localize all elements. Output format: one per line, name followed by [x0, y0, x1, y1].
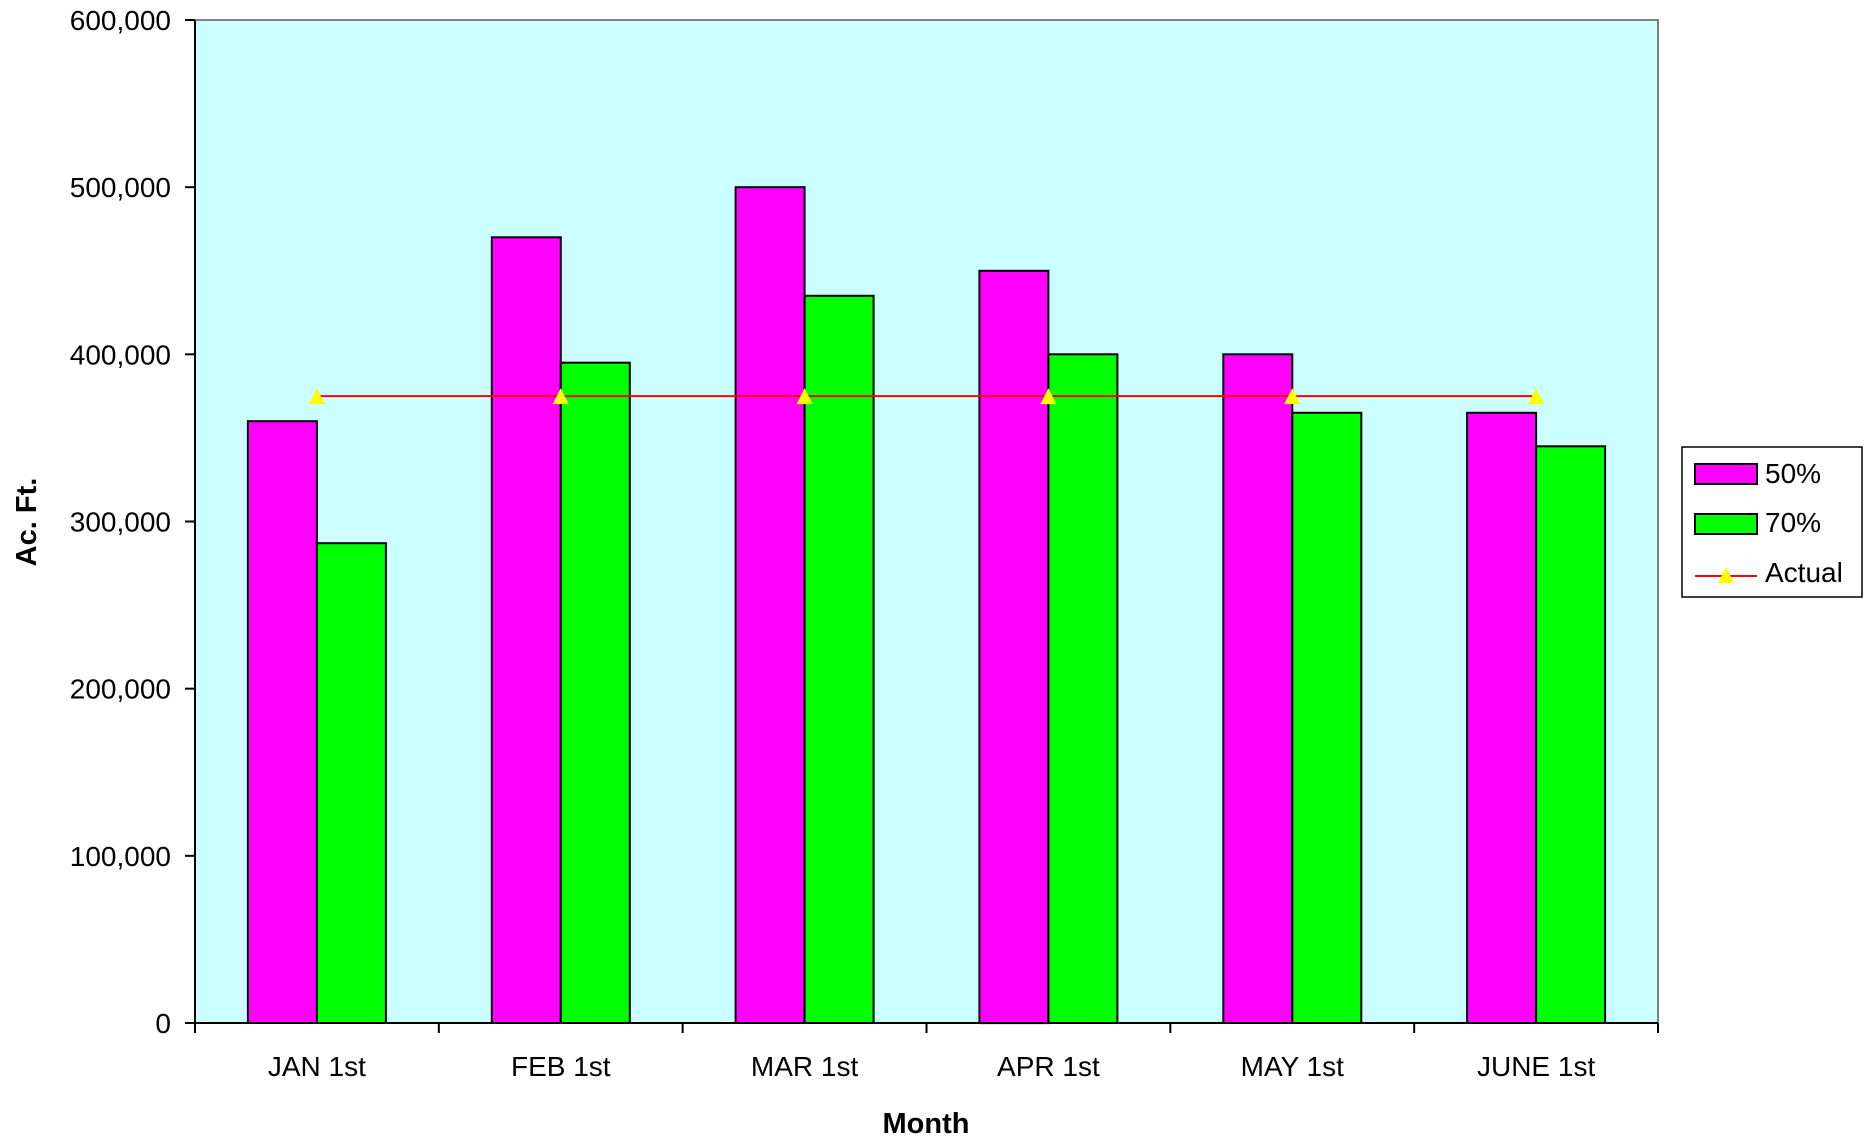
x-tick-label-jan-1st: JAN 1st: [268, 1051, 366, 1082]
marker-actual-june-1st: [1528, 388, 1545, 405]
x-tick-label-mar-1st: MAR 1st: [751, 1051, 859, 1082]
marker-actual-apr-1st: [1040, 388, 1057, 405]
y-tick-label-400000: 400,000: [70, 339, 171, 370]
tick-labels-layer: 0 100,000 200,000 300,000 400,000 500,000 600,…: [70, 5, 1596, 1082]
x-tick-label-may-1st: MAY 1st: [1241, 1051, 1344, 1082]
legend: 50% 70% Actual: [1681, 446, 1863, 598]
marker-actual-feb-1st: [552, 388, 569, 405]
bar-70-may-1st: [1291, 411, 1363, 1024]
bar-50-apr-1st: [978, 269, 1050, 1025]
marker-actual-jan-1st: [308, 388, 325, 405]
y-tick-label-0: 0: [155, 1008, 171, 1039]
marker-actual-mar-1st: [796, 388, 813, 405]
y-tick-label-500000: 500,000: [70, 172, 171, 203]
y-tick-label-200000: 200,000: [70, 674, 171, 705]
plot-area: [194, 19, 1659, 1024]
x-tick-label-feb-1st: FEB 1st: [511, 1051, 611, 1082]
legend-marker-actual: [1718, 567, 1734, 583]
legend-swatch-70: [1694, 513, 1758, 535]
bars-layer: [246, 186, 1607, 1025]
bar-50-mar-1st: [734, 186, 806, 1024]
bar-50-june-1st: [1466, 411, 1538, 1024]
x-tick-label-apr-1st: APR 1st: [997, 1051, 1100, 1082]
axes-layer: [185, 19, 1659, 1033]
bar-70-mar-1st: [803, 294, 875, 1024]
bar-50-may-1st: [1222, 353, 1294, 1024]
bar-70-jan-1st: [315, 542, 387, 1024]
marker-actual-may-1st: [1284, 388, 1301, 405]
legend-label-70: 70%: [1765, 507, 1821, 538]
x-axis-title: Month: [883, 1108, 970, 1140]
bar-70-june-1st: [1535, 445, 1607, 1024]
bar-50-feb-1st: [490, 236, 562, 1025]
y-tick-label-300000: 300,000: [70, 507, 171, 538]
bar-50-jan-1st: [246, 420, 318, 1024]
y-tick-label-600000: 600,000: [70, 5, 171, 36]
x-tick-label-june-1st: JUNE 1st: [1477, 1051, 1595, 1082]
y-tick-label-100000: 100,000: [70, 841, 171, 872]
bar-70-apr-1st: [1047, 353, 1119, 1024]
legend-swatch-50: [1694, 463, 1758, 485]
y-axis-title: Ac. Ft.: [11, 478, 43, 567]
legend-label-actual: Actual: [1765, 557, 1843, 588]
actual-line-layer: [308, 388, 1545, 405]
legend-label-50: 50%: [1765, 458, 1821, 489]
bar-70-feb-1st: [559, 361, 631, 1024]
